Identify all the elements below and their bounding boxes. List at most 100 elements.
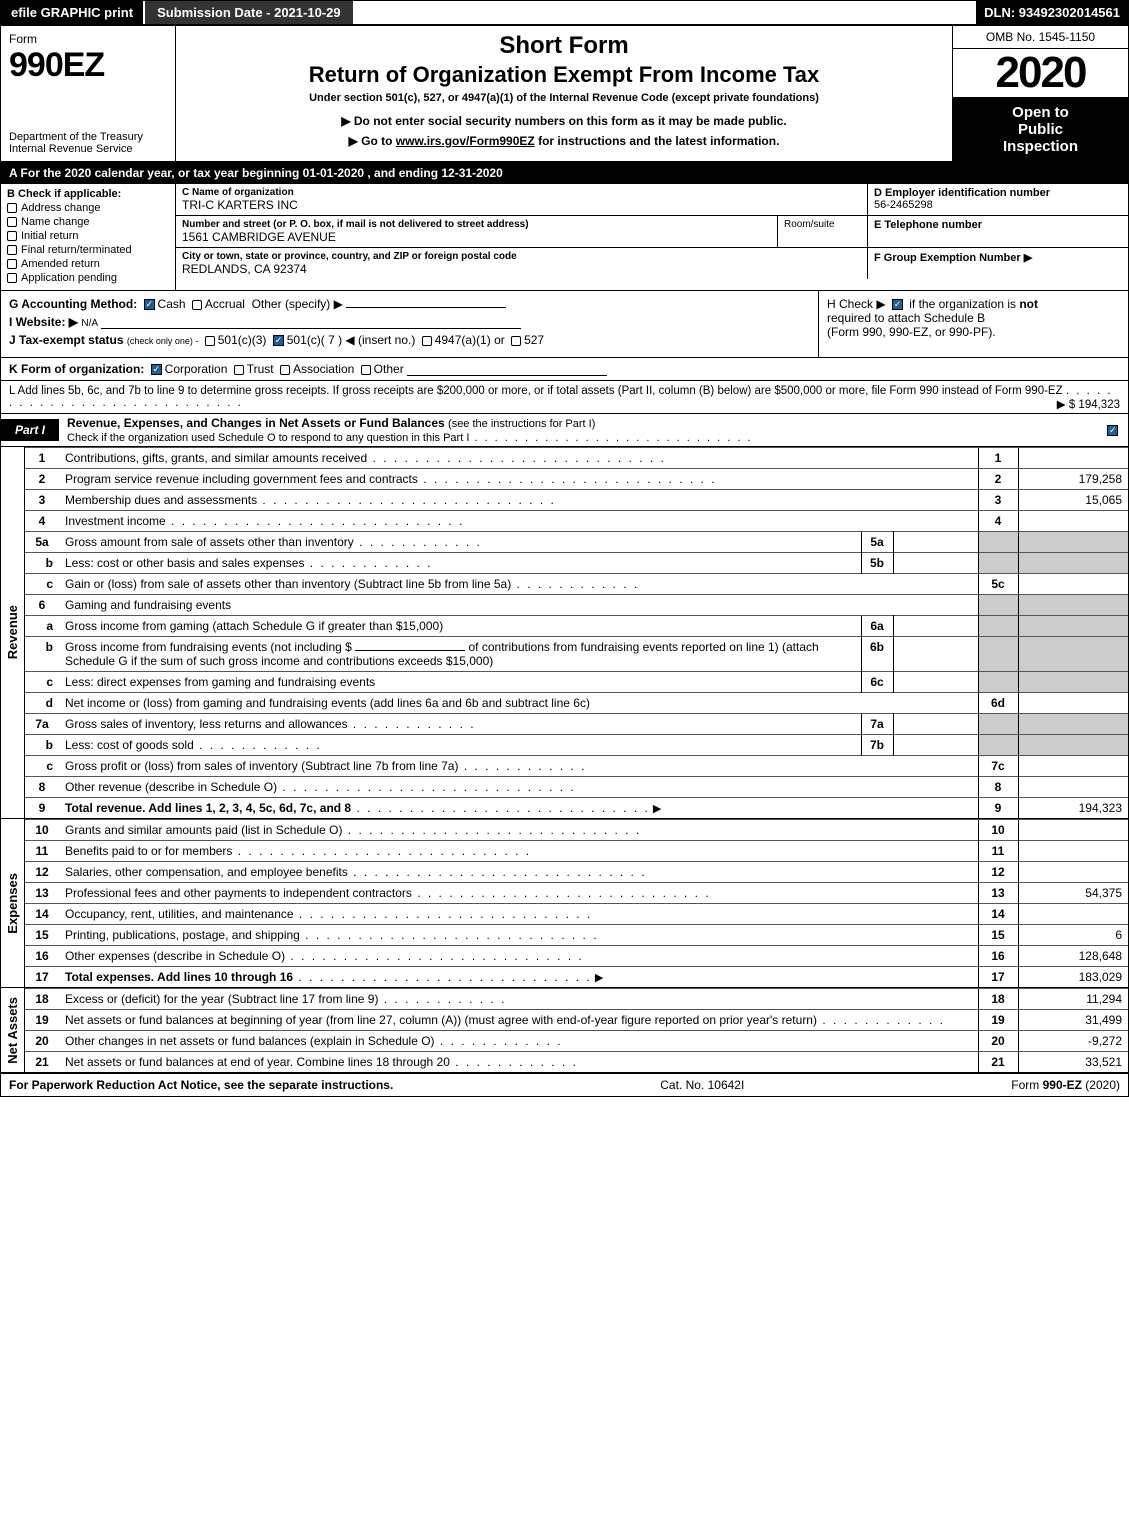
cb-corporation[interactable] xyxy=(151,364,162,375)
under-section: Under section 501(c), 527, or 4947(a)(1)… xyxy=(186,92,942,104)
line-11: 11 Benefits paid to or for members 11 xyxy=(25,841,1128,862)
cb-application-pending[interactable]: Application pending xyxy=(7,272,169,284)
g-block: G Accounting Method: Cash Accrual Other … xyxy=(1,291,818,357)
line-5b: b Less: cost or other basis and sales ex… xyxy=(25,553,1128,574)
cb-527[interactable] xyxy=(511,336,521,346)
goto-post: for instructions and the latest informat… xyxy=(535,134,780,148)
cb-schedule-o[interactable] xyxy=(1107,425,1118,436)
row-c-name: C Name of organization TRI-C KARTERS INC… xyxy=(176,184,1128,216)
cb-name-change[interactable]: Name change xyxy=(7,216,169,228)
open-line3: Inspection xyxy=(957,138,1124,155)
other-org-label: Other xyxy=(374,362,404,376)
line-l: L Add lines 5b, 6c, and 7b to line 9 to … xyxy=(1,381,1128,414)
city-value: REDLANDS, CA 92374 xyxy=(182,262,861,276)
revenue-side-label: Revenue xyxy=(1,447,25,818)
line-k: K Form of organization: Corporation Trus… xyxy=(1,358,1128,381)
cb-label: Address change xyxy=(21,202,101,214)
l-amount: ▶ $ 194,323 xyxy=(1057,397,1120,411)
line-14: 14 Occupancy, rent, utilities, and maint… xyxy=(25,904,1128,925)
form-word: Form xyxy=(9,32,167,46)
line-15: 15 Printing, publications, postage, and … xyxy=(25,925,1128,946)
line-6: 6 Gaming and fundraising events xyxy=(25,595,1128,616)
cb-501c[interactable] xyxy=(273,335,284,346)
dept-line1: Department of the Treasury xyxy=(9,131,167,143)
line-2: 2 Program service revenue including gove… xyxy=(25,469,1128,490)
cb-cash[interactable] xyxy=(144,299,155,310)
line-19: 19 Net assets or fund balances at beginn… xyxy=(25,1010,1128,1031)
goto-line: ▶ Go to www.irs.gov/Form990EZ for instru… xyxy=(186,134,942,148)
header-center: Short Form Return of Organization Exempt… xyxy=(176,26,953,161)
part-1-header: Part I Revenue, Expenses, and Changes in… xyxy=(1,414,1128,447)
cb-label: Final return/terminated xyxy=(21,244,132,256)
form-990ez-page: efile GRAPHIC print Submission Date - 20… xyxy=(0,0,1129,1097)
line-20: 20 Other changes in net assets or fund b… xyxy=(25,1031,1128,1052)
cb-final-return[interactable]: Final return/terminated xyxy=(7,244,169,256)
ein-value: 56-2465298 xyxy=(874,199,1122,211)
cb-501c3[interactable] xyxy=(205,336,215,346)
org-name-block: C Name of organization TRI-C KARTERS INC xyxy=(176,184,868,215)
row-city: City or town, state or province, country… xyxy=(176,248,1128,279)
city-label: City or town, state or province, country… xyxy=(182,251,861,262)
city-block: City or town, state or province, country… xyxy=(176,248,868,279)
line-18: 18 Excess or (deficit) for the year (Sub… xyxy=(25,989,1128,1010)
part-1-sub: (see the instructions for Part I) xyxy=(448,418,595,430)
cash-label: Cash xyxy=(158,297,186,311)
dln-label: DLN: 93492302014561 xyxy=(976,1,1128,24)
line-7b: b Less: cost of goods sold 7b xyxy=(25,735,1128,756)
net-assets-side-label: Net Assets xyxy=(1,988,25,1072)
d-ein-block: D Employer identification number 56-2465… xyxy=(868,184,1128,215)
cb-amended-return[interactable]: Amended return xyxy=(7,258,169,270)
4947-label: 4947(a)(1) or xyxy=(435,333,505,347)
goto-link[interactable]: www.irs.gov/Form990EZ xyxy=(396,134,535,148)
header-left: Form 990EZ Department of the Treasury In… xyxy=(1,26,176,161)
expenses-side-label: Expenses xyxy=(1,819,25,987)
submission-date: Submission Date - 2021-10-29 xyxy=(143,1,353,24)
room-suite: Room/suite xyxy=(778,216,868,247)
line-21: 21 Net assets or fund balances at end of… xyxy=(25,1052,1128,1073)
line-1: 1 Contributions, gifts, grants, and simi… xyxy=(25,448,1128,469)
dept-treasury: Department of the Treasury Internal Reve… xyxy=(9,131,167,155)
h-text2: if the organization is xyxy=(909,297,1016,311)
line-9: 9 Total revenue. Add lines 1, 2, 3, 4, 5… xyxy=(25,798,1128,819)
cb-h-check[interactable] xyxy=(892,299,903,310)
cb-association[interactable] xyxy=(280,365,290,375)
h-text1: H Check ▶ xyxy=(827,297,886,311)
cb-label: Application pending xyxy=(21,272,117,284)
omb-number: OMB No. 1545-1150 xyxy=(953,26,1128,49)
part-1-title: Revenue, Expenses, and Changes in Net As… xyxy=(67,414,1107,446)
short-form-title: Short Form xyxy=(186,32,942,60)
col-c-d-e: C Name of organization TRI-C KARTERS INC… xyxy=(176,184,1128,290)
paperwork-notice: For Paperwork Reduction Act Notice, see … xyxy=(9,1078,393,1092)
h-text3: required to attach Schedule B xyxy=(827,311,985,325)
line-6a: a Gross income from gaming (attach Sched… xyxy=(25,616,1128,637)
cb-label: Initial return xyxy=(21,230,78,242)
line-16: 16 Other expenses (describe in Schedule … xyxy=(25,946,1128,967)
h-block: H Check ▶ if the organization is not req… xyxy=(818,291,1128,357)
line-17: 17 Total expenses. Add lines 10 through … xyxy=(25,967,1128,988)
row-street: Number and street (or P. O. box, if mail… xyxy=(176,216,1128,248)
h-not: not xyxy=(1019,297,1038,311)
cb-trust[interactable] xyxy=(234,365,244,375)
j-sub: (check only one) - xyxy=(127,336,199,346)
cb-initial-return[interactable]: Initial return xyxy=(7,230,169,242)
line-6b: b Gross income from fundraising events (… xyxy=(25,637,1128,672)
line-6c: c Less: direct expenses from gaming and … xyxy=(25,672,1128,693)
efile-print-button[interactable]: efile GRAPHIC print xyxy=(1,1,143,24)
part-1-tab: Part I xyxy=(1,419,59,441)
cb-accrual[interactable] xyxy=(192,300,202,310)
cb-4947[interactable] xyxy=(422,336,432,346)
line-4: 4 Investment income 4 xyxy=(25,511,1128,532)
street-value: 1561 CAMBRIDGE AVENUE xyxy=(182,230,771,244)
form-number: 990EZ xyxy=(9,46,167,85)
c-label: C Name of organization xyxy=(182,187,861,198)
cb-other-org[interactable] xyxy=(361,365,371,375)
cb-address-change[interactable]: Address change xyxy=(7,202,169,214)
line-5c: c Gain or (loss) from sale of assets oth… xyxy=(25,574,1128,595)
g-accounting: G Accounting Method: Cash Accrual Other … xyxy=(9,297,810,311)
net-assets-section: Net Assets 18 Excess or (deficit) for th… xyxy=(1,988,1128,1072)
line-12: 12 Salaries, other compensation, and emp… xyxy=(25,862,1128,883)
revenue-table: 1 Contributions, gifts, grants, and simi… xyxy=(25,447,1128,818)
form-ref: Form 990-EZ (2020) xyxy=(1011,1078,1120,1092)
line-8: 8 Other revenue (describe in Schedule O)… xyxy=(25,777,1128,798)
501c-label: 501(c)( 7 ) ◀ (insert no.) xyxy=(287,333,416,347)
